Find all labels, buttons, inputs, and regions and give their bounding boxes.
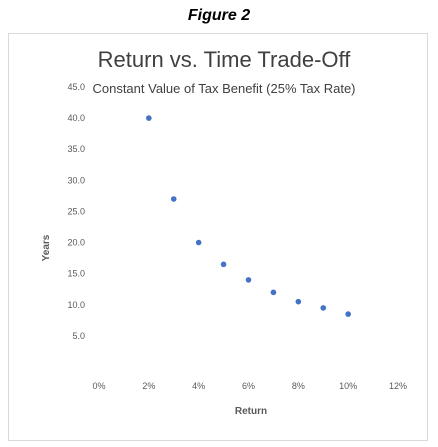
data-point <box>245 277 252 283</box>
y-tick-label: 5.0 <box>72 331 85 341</box>
data-point <box>320 305 327 311</box>
data-point <box>220 261 227 268</box>
x-tick-label: 4% <box>192 381 205 391</box>
figure-label: Figure 2 <box>187 7 251 24</box>
x-axis-title: Return <box>235 406 267 417</box>
data-point <box>345 311 351 317</box>
x-tick-label: 6% <box>242 381 255 391</box>
y-axis-ticks: 5.0 10.0 15.0 20.0 25.0 30.0 35.0 40.0 45.0 <box>67 82 85 341</box>
x-tick-label: 2% <box>142 381 155 391</box>
y-tick-label: 45.0 <box>67 82 85 92</box>
x-tick-label: 0% <box>92 381 105 391</box>
chart-title: Return vs. Time Trade-Off <box>98 47 352 72</box>
y-tick-label: 35.0 <box>67 144 85 154</box>
y-tick-label: 25.0 <box>67 206 85 216</box>
x-tick-label: 12% <box>389 381 407 391</box>
chart-subtitle: Constant Value of Tax Benefit (25% Tax R… <box>92 81 355 96</box>
y-tick-label: 40.0 <box>67 113 85 123</box>
x-axis-ticks: 0% 2% 4% 6% 8% 10% 12% <box>92 381 407 391</box>
data-points <box>146 115 351 317</box>
x-tick-label: 8% <box>292 381 305 391</box>
x-tick-label: 10% <box>339 381 357 391</box>
y-axis-title: Years <box>41 234 52 261</box>
data-point <box>295 298 302 305</box>
y-tick-label: 20.0 <box>67 238 85 248</box>
data-point <box>146 115 152 121</box>
data-point <box>170 196 177 202</box>
chart-frame <box>8 33 428 441</box>
y-tick-label: 10.0 <box>67 300 85 310</box>
y-tick-label: 15.0 <box>67 269 85 279</box>
data-point <box>195 239 202 246</box>
y-tick-label: 30.0 <box>67 175 85 185</box>
data-point <box>270 289 277 296</box>
